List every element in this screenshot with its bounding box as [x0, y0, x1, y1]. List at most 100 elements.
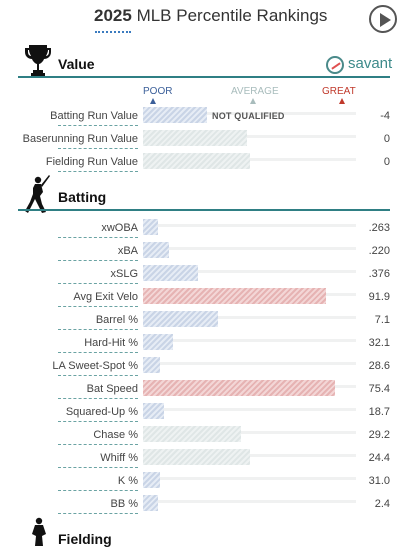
- metric-dash-divider: [58, 125, 138, 126]
- savant-label: savant: [348, 55, 393, 72]
- poor-triangle-icon: [150, 98, 156, 104]
- metric-value: 0: [383, 133, 390, 145]
- title-year: 2025: [94, 6, 132, 25]
- scale-poor-label: POOR: [143, 86, 173, 97]
- metric-row[interactable]: K % 31.0: [0, 471, 404, 493]
- metric-row[interactable]: Fielding Run Value 0: [0, 152, 404, 174]
- metric-row[interactable]: xSLG .376: [0, 264, 404, 286]
- metric-value: 32.1: [368, 337, 390, 349]
- metric-row[interactable]: Chase % 29.2: [0, 425, 404, 447]
- play-button[interactable]: [369, 5, 397, 33]
- metric-label: xSLG: [110, 268, 138, 280]
- percentile-track: [143, 316, 356, 319]
- metric-row[interactable]: Batting Run Value -4: [0, 106, 404, 128]
- metric-value: 31.0: [368, 475, 390, 487]
- metric-value: 29.2: [368, 429, 390, 441]
- percentile-track: [143, 408, 356, 411]
- percentile-bar[interactable]: [143, 495, 158, 511]
- percentile-track: [143, 135, 356, 138]
- metric-label: BB %: [110, 498, 138, 510]
- metric-label: xBA: [117, 245, 138, 257]
- percentile-bar[interactable]: [143, 380, 335, 396]
- metric-row[interactable]: Avg Exit Velo 91.9: [0, 287, 404, 309]
- metric-value: 28.6: [368, 360, 390, 372]
- percentile-bar[interactable]: [143, 357, 160, 373]
- title-underline: [95, 31, 131, 33]
- percentile-track: [143, 112, 356, 115]
- metric-dash-divider: [58, 444, 138, 445]
- average-triangle-icon: [250, 98, 256, 104]
- metric-value: 91.9: [368, 291, 390, 303]
- percentile-track: [143, 362, 356, 365]
- metric-row[interactable]: LA Sweet-Spot % 28.6: [0, 356, 404, 378]
- percentile-track: [143, 270, 356, 273]
- metric-dash-divider: [58, 467, 138, 468]
- savant-logo-icon: [326, 56, 344, 74]
- metric-dash-divider: [58, 513, 138, 514]
- percentile-bar[interactable]: [143, 130, 247, 146]
- fielder-icon: [32, 517, 46, 546]
- metric-row[interactable]: Barrel % 7.1: [0, 310, 404, 332]
- percentile-bar[interactable]: [143, 153, 250, 169]
- metric-label: Batting Run Value: [50, 110, 138, 122]
- header: 2025 MLB Percentile Rankings: [0, 0, 404, 40]
- metric-label: LA Sweet-Spot %: [52, 360, 138, 372]
- metric-row[interactable]: Hard-Hit % 32.1: [0, 333, 404, 355]
- percentile-bar[interactable]: [143, 334, 173, 350]
- metric-dash-divider: [58, 421, 138, 422]
- metric-value: 7.1: [374, 314, 390, 326]
- metric-dash-divider: [58, 171, 138, 172]
- metric-label: Baserunning Run Value: [22, 133, 138, 145]
- percentile-bar[interactable]: [143, 219, 158, 235]
- percentile-bar[interactable]: [143, 426, 241, 442]
- title-text: MLB Percentile Rankings: [136, 6, 328, 25]
- metric-label: Barrel %: [95, 314, 138, 326]
- metric-label: Fielding Run Value: [45, 156, 138, 168]
- percentile-bar[interactable]: [143, 403, 164, 419]
- batting-section-title: Batting: [58, 189, 107, 205]
- percentile-bar[interactable]: [143, 107, 207, 123]
- trophy-icon: [25, 45, 51, 77]
- metric-label: Avg Exit Velo: [73, 291, 138, 303]
- percentile-track: [143, 431, 356, 434]
- percentile-track: [143, 500, 356, 503]
- metric-value: .376: [368, 268, 390, 280]
- metric-label: Squared-Up %: [65, 406, 138, 418]
- percentile-track: [143, 339, 356, 342]
- percentile-bar[interactable]: [143, 311, 218, 327]
- metric-dash-divider: [58, 260, 138, 261]
- percentile-bar[interactable]: [143, 449, 250, 465]
- metric-value: 75.4: [368, 383, 390, 395]
- percentile-bar[interactable]: [143, 472, 160, 488]
- metric-value: 24.4: [368, 452, 390, 464]
- metric-value: 18.7: [368, 406, 390, 418]
- percentile-bar[interactable]: [143, 288, 326, 304]
- metric-label: K %: [117, 475, 138, 487]
- metric-row[interactable]: Squared-Up % 18.7: [0, 402, 404, 424]
- metric-value: 2.4: [374, 498, 390, 510]
- metric-row[interactable]: xBA .220: [0, 241, 404, 263]
- metric-value: 0: [383, 156, 390, 168]
- page-title: 2025 MLB Percentile Rankings: [94, 6, 327, 26]
- percentile-bar[interactable]: [143, 265, 198, 281]
- metric-label: Hard-Hit %: [84, 337, 138, 349]
- value-section-rule: [18, 76, 390, 78]
- metric-row[interactable]: xwOBA .263: [0, 218, 404, 240]
- metric-label: xwOBA: [101, 222, 138, 234]
- metric-dash-divider: [58, 375, 138, 376]
- metric-row[interactable]: Whiff % 24.4: [0, 448, 404, 470]
- metric-row[interactable]: Bat Speed 75.4: [0, 379, 404, 401]
- percentile-bar[interactable]: [143, 242, 169, 258]
- metric-value: .263: [368, 222, 390, 234]
- metric-row[interactable]: BB % 2.4: [0, 494, 404, 516]
- fielding-section-title: Fielding: [58, 531, 112, 547]
- metric-label: Bat Speed: [86, 383, 138, 395]
- metric-dash-divider: [58, 283, 138, 284]
- metric-label: Whiff %: [100, 452, 138, 464]
- metric-dash-divider: [58, 306, 138, 307]
- metric-dash-divider: [58, 490, 138, 491]
- percentile-track: [143, 477, 356, 480]
- percentile-track: [143, 247, 356, 250]
- not-qualified-label: NOT QUALIFIED: [212, 111, 285, 121]
- metric-row[interactable]: Baserunning Run Value 0: [0, 129, 404, 151]
